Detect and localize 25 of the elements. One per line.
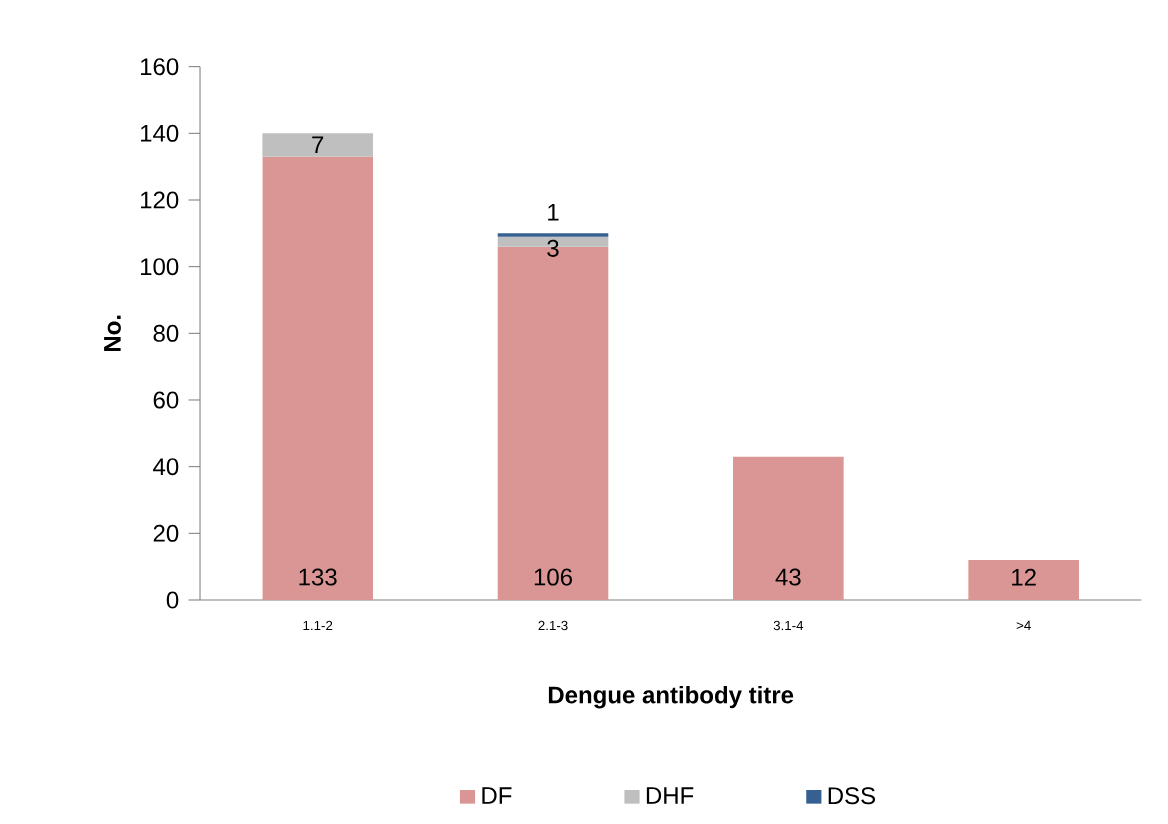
legend-label: DHF (646, 787, 694, 804)
x-axis-title: Dengue antibody titre (548, 685, 794, 709)
y-tick-label: 20 (153, 524, 179, 542)
bar (262, 156, 373, 600)
y-tick-label: 40 (153, 458, 179, 476)
bar (968, 560, 1079, 600)
data-label: 133 (299, 568, 337, 586)
y-tick-label: 80 (153, 324, 179, 342)
legend-label: DF (482, 787, 512, 804)
y-tick-label: 0 (166, 591, 179, 609)
bar (262, 133, 373, 157)
data-label: 12 (1012, 568, 1036, 586)
legend-label: DSS (828, 787, 876, 805)
y-tick-label: 140 (141, 124, 179, 142)
data-label: 106 (534, 568, 572, 586)
data-label: 3 (547, 239, 559, 257)
y-tick-label: 60 (153, 391, 179, 409)
data-label: 7 (312, 136, 324, 154)
data-label: 1 (548, 204, 559, 221)
y-tick-label: 160 (141, 58, 179, 76)
y-tick-label: 100 (141, 258, 179, 276)
y-axis-title: No. (104, 315, 121, 352)
data-label: 43 (775, 568, 801, 586)
y-tick-label: 120 (141, 191, 179, 209)
bar (733, 456, 844, 600)
